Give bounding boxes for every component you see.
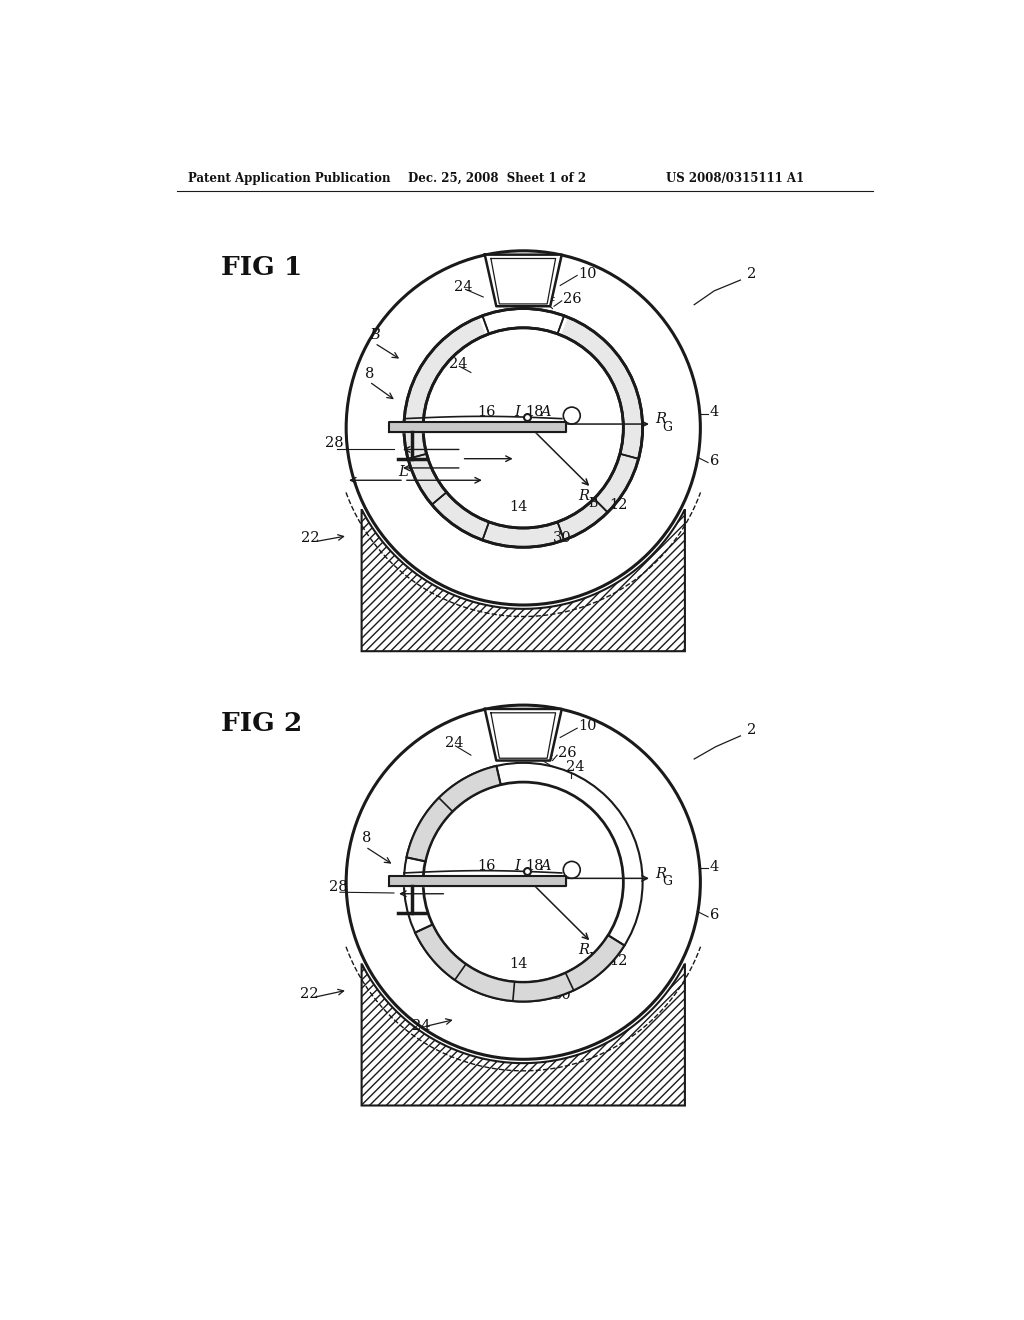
Text: 12: 12 <box>609 498 628 512</box>
Text: 24: 24 <box>454 280 472 294</box>
Polygon shape <box>415 924 625 1002</box>
Text: 6: 6 <box>710 908 719 923</box>
Text: R: R <box>655 867 666 880</box>
Text: 4: 4 <box>710 405 719 420</box>
Text: 2: 2 <box>746 723 756 738</box>
Text: A: A <box>541 859 551 873</box>
Text: G: G <box>663 421 673 434</box>
Text: B: B <box>589 952 598 965</box>
Text: 18: 18 <box>524 405 544 418</box>
Text: 4: 4 <box>710 859 719 874</box>
Text: 16: 16 <box>477 859 496 873</box>
Text: 24: 24 <box>565 759 584 774</box>
Text: Dec. 25, 2008  Sheet 1 of 2: Dec. 25, 2008 Sheet 1 of 2 <box>408 172 586 185</box>
Polygon shape <box>388 422 565 432</box>
Text: 24: 24 <box>535 748 553 762</box>
Text: 28: 28 <box>330 880 348 895</box>
Text: L': L' <box>398 466 413 479</box>
Text: 10: 10 <box>579 718 597 733</box>
Text: R: R <box>579 942 590 957</box>
Text: 2: 2 <box>746 267 756 281</box>
Text: 8: 8 <box>361 832 371 845</box>
Text: FIG 1: FIG 1 <box>221 256 303 280</box>
Text: 18: 18 <box>524 859 544 873</box>
Text: 26: 26 <box>563 292 582 306</box>
Text: 22: 22 <box>300 987 318 1001</box>
Circle shape <box>346 705 700 1059</box>
Text: 16: 16 <box>477 405 496 418</box>
Text: 24: 24 <box>449 356 467 371</box>
Text: US 2008/0315111 A1: US 2008/0315111 A1 <box>666 172 804 185</box>
Text: 26: 26 <box>558 747 577 760</box>
Text: 10: 10 <box>579 267 597 281</box>
Polygon shape <box>388 876 565 886</box>
Text: B: B <box>589 498 598 511</box>
Text: R: R <box>579 488 590 503</box>
Polygon shape <box>484 709 562 760</box>
Polygon shape <box>407 766 501 862</box>
Text: 22: 22 <box>301 531 319 545</box>
Text: 24: 24 <box>412 1019 430 1034</box>
Text: 8: 8 <box>366 367 375 381</box>
Text: R: R <box>655 412 666 426</box>
Text: 20: 20 <box>506 711 525 725</box>
Text: 6: 6 <box>710 454 719 467</box>
Text: 30: 30 <box>553 531 571 545</box>
Text: 14: 14 <box>509 957 527 972</box>
Polygon shape <box>403 317 643 548</box>
Polygon shape <box>361 510 685 651</box>
Text: FIG 2: FIG 2 <box>221 711 303 737</box>
Text: A: A <box>541 405 551 418</box>
Text: I: I <box>514 859 520 873</box>
Text: 24: 24 <box>444 737 463 751</box>
Polygon shape <box>484 255 562 306</box>
Text: 28: 28 <box>325 436 343 450</box>
Text: 20: 20 <box>506 259 525 273</box>
Text: B: B <box>370 329 380 342</box>
Polygon shape <box>361 965 685 1106</box>
Text: 12: 12 <box>609 954 628 969</box>
Text: 14: 14 <box>509 500 527 513</box>
Text: Patent Application Publication: Patent Application Publication <box>188 172 391 185</box>
Text: 30: 30 <box>553 989 571 1002</box>
Circle shape <box>346 251 700 605</box>
Text: 24: 24 <box>538 290 556 304</box>
Text: G: G <box>663 875 673 888</box>
Text: I: I <box>514 405 520 418</box>
